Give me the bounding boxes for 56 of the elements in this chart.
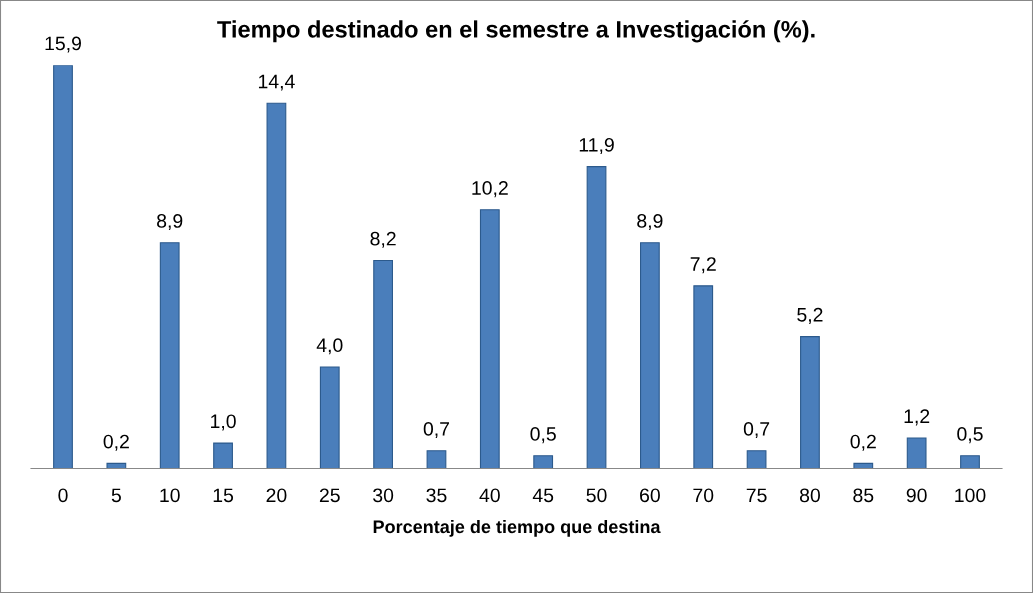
bar bbox=[639, 242, 660, 469]
x-tick-label: 15 bbox=[213, 488, 234, 503]
x-tick-label: 80 bbox=[799, 488, 820, 503]
x-tick-label: 30 bbox=[373, 488, 394, 503]
bar bbox=[213, 442, 233, 469]
x-tick-label: 35 bbox=[426, 488, 447, 503]
data-label: 14,4 bbox=[258, 74, 295, 91]
data-label: 0,7 bbox=[423, 421, 450, 439]
data-label: 0,5 bbox=[957, 427, 983, 444]
bar bbox=[159, 242, 180, 469]
x-tick-label: 70 bbox=[693, 488, 714, 503]
bar bbox=[53, 65, 73, 469]
x-tick-label: 40 bbox=[479, 488, 500, 503]
x-tick-label: 0 bbox=[58, 488, 68, 503]
data-label: 1,2 bbox=[904, 409, 930, 426]
bar bbox=[426, 450, 447, 469]
bar bbox=[746, 450, 767, 469]
bar bbox=[533, 455, 554, 469]
data-label: 11,9 bbox=[579, 137, 614, 155]
data-label: 10,2 bbox=[472, 181, 508, 198]
x-tick-label: 100 bbox=[955, 488, 986, 503]
bar bbox=[319, 366, 340, 469]
x-tick-label: 10 bbox=[160, 488, 180, 503]
data-label: 8,9 bbox=[157, 214, 183, 231]
bar bbox=[960, 455, 980, 469]
bar bbox=[800, 336, 820, 469]
x-tick-label: 90 bbox=[906, 488, 927, 503]
bar bbox=[373, 259, 394, 469]
data-label: 8,9 bbox=[637, 214, 663, 231]
bar bbox=[853, 462, 874, 469]
data-label: 7,2 bbox=[690, 257, 716, 274]
bar bbox=[906, 437, 927, 469]
x-tick-label: 50 bbox=[586, 488, 607, 503]
data-label: 0,5 bbox=[530, 427, 556, 444]
bar bbox=[693, 285, 714, 469]
data-label: 0,7 bbox=[743, 421, 770, 439]
data-label: 0,2 bbox=[850, 434, 876, 451]
bar bbox=[266, 102, 287, 469]
x-tick-label: 45 bbox=[532, 488, 554, 503]
x-tick-label: 60 bbox=[640, 488, 660, 503]
bar bbox=[479, 209, 500, 469]
bar bbox=[106, 462, 127, 469]
x-tick-label: 25 bbox=[319, 488, 340, 503]
x-tick-label: 5 bbox=[111, 488, 121, 503]
data-label: 8,2 bbox=[370, 231, 396, 248]
x-tick-label: 85 bbox=[853, 488, 874, 503]
chart-title: Tiempo destinado en el semestre a Investigación (%). bbox=[217, 20, 815, 43]
data-label: 5,2 bbox=[797, 307, 823, 324]
x-axis-title: Porcentaje de tiempo que destina bbox=[373, 519, 661, 537]
x-tick-label: 20 bbox=[266, 488, 287, 503]
bar bbox=[586, 166, 607, 469]
data-label: 4,0 bbox=[316, 338, 343, 355]
x-tick-label: 75 bbox=[746, 488, 767, 503]
data-label: 1,0 bbox=[211, 414, 236, 431]
data-label: 15,9 bbox=[45, 36, 81, 53]
data-label: 0,2 bbox=[103, 434, 129, 451]
